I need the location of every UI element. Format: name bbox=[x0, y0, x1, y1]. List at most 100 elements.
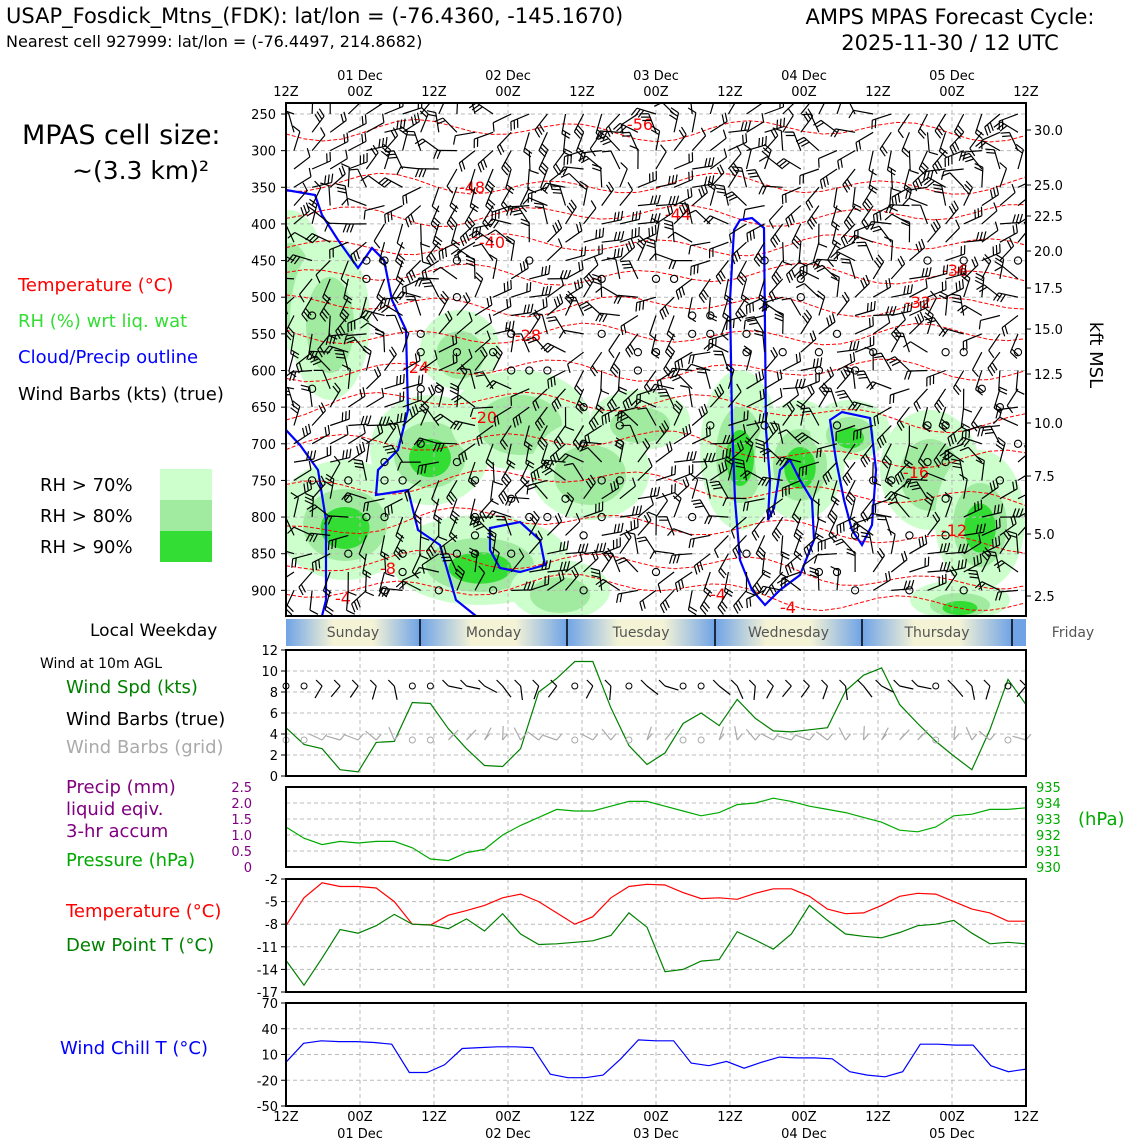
top-time-tick: 00Z bbox=[347, 85, 373, 100]
wind-barb bbox=[622, 388, 639, 411]
calm-wind-circle bbox=[380, 256, 389, 265]
wind-barb bbox=[346, 590, 355, 615]
wind-barb bbox=[414, 168, 439, 178]
wind-barb bbox=[908, 425, 918, 450]
wind-barb bbox=[564, 199, 577, 225]
wind-barb-grid bbox=[484, 727, 492, 741]
wind-barb bbox=[426, 241, 440, 267]
wind-barb bbox=[565, 551, 583, 573]
wind-barb bbox=[678, 202, 693, 225]
wind-barb bbox=[769, 422, 784, 444]
wind-barb bbox=[616, 589, 639, 603]
wind-barb-true bbox=[800, 679, 810, 698]
wind-barb bbox=[995, 406, 1019, 419]
wind-barb bbox=[988, 333, 1001, 359]
wind-barb bbox=[755, 438, 766, 463]
top-date-label: 04 Dec bbox=[781, 69, 827, 84]
isotherm-line bbox=[286, 322, 1026, 346]
bottom-time-tick: 00Z bbox=[939, 1110, 965, 1125]
wind-barb bbox=[800, 330, 817, 353]
kft-tick-label: 10.0 bbox=[1034, 417, 1063, 432]
wind-barb bbox=[537, 425, 548, 451]
wind-barb bbox=[974, 163, 984, 188]
wind-barb bbox=[323, 345, 349, 355]
wind-barb bbox=[491, 546, 500, 573]
wind-barb bbox=[703, 342, 729, 353]
wind-barb bbox=[534, 113, 548, 138]
wind-barb bbox=[418, 400, 430, 426]
wind-barb bbox=[1006, 388, 1019, 414]
wind-barb bbox=[305, 233, 331, 244]
wind-barb bbox=[600, 370, 610, 395]
main-clip-group: -56-48-44-40-36-32-28-24-20-16-12-8-4 -4-… bbox=[286, 103, 1026, 616]
wind-barb bbox=[341, 364, 351, 389]
wind-barb bbox=[327, 534, 349, 551]
wind-barb bbox=[709, 460, 728, 481]
wind-barb bbox=[945, 200, 959, 225]
wind-barb bbox=[963, 499, 983, 518]
wind-barb bbox=[474, 295, 493, 317]
bottom-time-tick: 00Z bbox=[347, 1110, 373, 1125]
wind-barb bbox=[1017, 219, 1026, 243]
wind-barb bbox=[306, 350, 331, 361]
wind-barbs-true-label: Wind Barbs (true) bbox=[66, 709, 226, 730]
wind-barb bbox=[945, 543, 969, 555]
wind-barb bbox=[871, 113, 892, 130]
wind-barb bbox=[592, 273, 603, 298]
wind-barb bbox=[377, 177, 403, 188]
wind-barb bbox=[690, 473, 699, 499]
wind-barb bbox=[938, 327, 964, 338]
wind-barb-grid bbox=[815, 731, 833, 741]
wind-barb bbox=[879, 131, 892, 157]
wind-barb bbox=[822, 461, 838, 485]
wind-barb bbox=[836, 365, 851, 390]
station-title: USAP_Fosdick_Mtns_(FDK): lat/lon = (-76.… bbox=[6, 4, 624, 28]
wind-barb bbox=[538, 150, 549, 176]
weekday-segment bbox=[862, 619, 1012, 646]
wind-barb bbox=[525, 483, 548, 500]
calm-wind-circle bbox=[579, 531, 588, 540]
wind-barb bbox=[730, 516, 747, 539]
wind-barb bbox=[920, 176, 946, 188]
calm-wind-circle bbox=[543, 512, 552, 522]
wind-barb bbox=[870, 225, 892, 243]
wind-barb bbox=[698, 278, 711, 304]
time-height-panel: -56-48-44-40-36-32-28-24-20-16-12-8-4 -4-… bbox=[251, 102, 1106, 617]
wind-barb bbox=[927, 264, 949, 280]
wind-barb bbox=[311, 151, 331, 170]
wind-barb bbox=[960, 152, 983, 170]
wind-barb bbox=[419, 107, 429, 133]
calm-wind-circle bbox=[706, 311, 715, 320]
wind-barb bbox=[620, 314, 639, 336]
wind-barb bbox=[934, 388, 947, 414]
wind-barb bbox=[795, 136, 820, 152]
calm-wind-circle-true bbox=[300, 682, 308, 690]
wind-barb bbox=[872, 313, 891, 335]
bottom-date-label: 04 Dec bbox=[781, 1127, 827, 1140]
wind-barb bbox=[727, 103, 736, 115]
wind-barb bbox=[785, 205, 802, 228]
wind-barb bbox=[514, 479, 530, 504]
pressure-label: Pressure (hPa) bbox=[66, 850, 196, 871]
wind-barb bbox=[300, 384, 313, 408]
wind-barb bbox=[963, 256, 979, 280]
legend-rh80-label: RH > 80% bbox=[40, 506, 133, 527]
calm-wind-circle bbox=[525, 366, 534, 375]
wind-barb bbox=[541, 467, 566, 481]
wind-barb bbox=[699, 590, 711, 615]
wind-barb bbox=[456, 292, 471, 316]
calm-wind-circle-grid bbox=[679, 736, 687, 744]
wind-barb bbox=[636, 235, 647, 261]
wind-barb bbox=[595, 388, 605, 414]
wind-barb bbox=[286, 370, 295, 378]
wind-barb bbox=[912, 168, 928, 192]
wind-barb bbox=[573, 113, 585, 139]
wind-tick-label: 4 bbox=[270, 728, 278, 743]
wind-barb bbox=[924, 491, 935, 518]
wind-barb bbox=[341, 197, 367, 207]
wind-barb-true bbox=[442, 679, 463, 690]
wind-barb bbox=[353, 458, 367, 481]
wind-barb bbox=[438, 310, 453, 335]
wind-barb bbox=[971, 351, 983, 377]
calm-wind-circle bbox=[941, 531, 950, 540]
